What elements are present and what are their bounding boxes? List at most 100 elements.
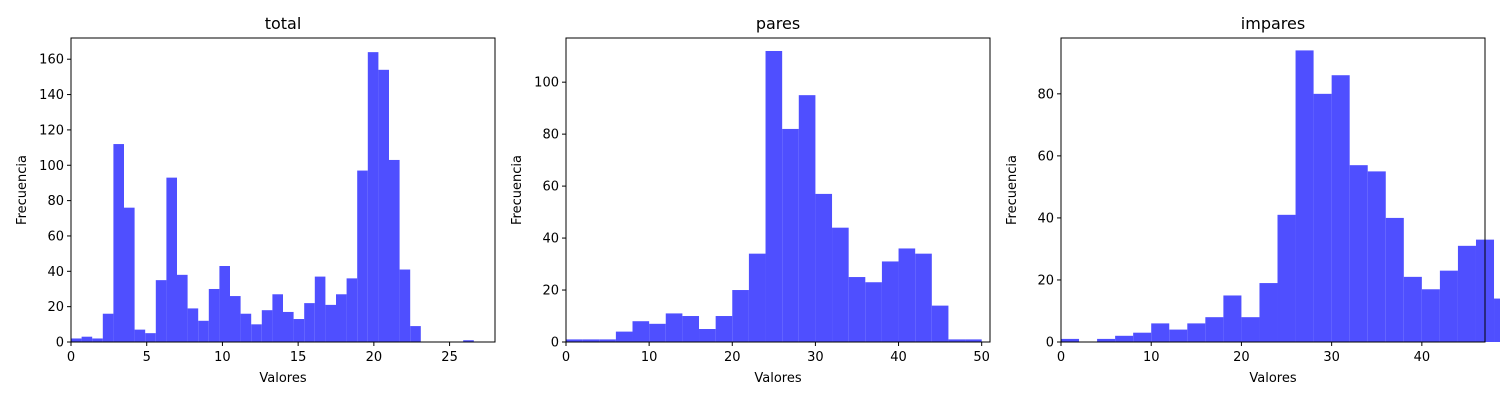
histogram-bar [367, 52, 379, 342]
histogram-bar [965, 339, 982, 342]
x-tick-label: 10 [641, 350, 658, 365]
histogram-bar [208, 288, 220, 342]
histogram-bar [177, 274, 188, 342]
histogram-bar [615, 331, 633, 342]
histogram-bar [240, 313, 252, 342]
histogram-bar [102, 313, 114, 342]
y-tick-label: 120 [39, 123, 64, 138]
histogram-bar [155, 280, 167, 342]
histogram-bar [1061, 338, 1080, 342]
x-tick-label: 25 [441, 350, 458, 365]
y-tick-label: 0 [1046, 336, 1054, 351]
y-tick-label: 140 [39, 88, 64, 103]
x-tick-label: 20 [366, 350, 383, 365]
x-tick-label: 30 [807, 350, 824, 365]
x-tick-label: 5 [143, 350, 151, 365]
histogram-bar [124, 207, 135, 342]
histogram-bar [632, 321, 650, 342]
histogram-bar [1097, 338, 1116, 342]
y-tick-label: 40 [1037, 211, 1054, 226]
histogram-bar [1439, 270, 1458, 342]
histogram-bar [1259, 283, 1278, 342]
chart-panel-impares: 0 10 20 30 40 0 20 40 60 80 impares Valores Frecuenc… [1005, 14, 1500, 386]
histogram-bar [325, 304, 336, 342]
x-tick-label: 10 [1143, 350, 1160, 365]
chart-title: pares [756, 14, 800, 33]
histogram-bar [665, 313, 683, 342]
x-tick-label: 0 [1057, 350, 1065, 365]
histogram-bar [314, 276, 326, 342]
histogram-bar [92, 338, 103, 342]
histogram-bar [798, 95, 816, 342]
histogram-bar [1331, 75, 1350, 342]
histogram-bar [782, 128, 799, 342]
y-tick-label: 60 [542, 180, 559, 195]
histogram-bar [848, 277, 866, 342]
histogram-bar [378, 69, 389, 342]
x-tick-label: 15 [290, 350, 307, 365]
x-axis-label: Valores [754, 371, 801, 386]
histogram-bar [765, 50, 783, 343]
histogram-bar [219, 266, 230, 342]
histogram-bar [1494, 298, 1500, 342]
histogram-bar [71, 338, 82, 342]
histogram-bar [1133, 332, 1152, 342]
y-axis-label: Frecuencia [15, 155, 30, 225]
histogram-bar [1403, 276, 1422, 342]
x-tick-label: 30 [1323, 350, 1340, 365]
histogram-bar [1115, 335, 1134, 342]
histogram-bar [948, 339, 966, 342]
histogram-bar [832, 227, 849, 342]
x-tick-label: 0 [562, 350, 570, 365]
histogram-bar [1421, 289, 1440, 342]
histogram-bar [346, 278, 358, 342]
histogram-bar [566, 339, 583, 342]
y-tick-label: 20 [1037, 273, 1054, 288]
x-tick-label: 40 [890, 350, 907, 365]
histogram-bar [304, 303, 315, 342]
histogram-bar [1277, 214, 1296, 342]
y-tick-label: 80 [47, 194, 64, 209]
y-tick-label: 0 [551, 336, 559, 351]
histogram-bar [463, 340, 474, 342]
histogram-bar [283, 311, 294, 342]
y-tick-label: 100 [39, 159, 64, 174]
histogram-bar [251, 324, 262, 342]
histogram-bar [898, 248, 916, 342]
histogram-bar [865, 282, 882, 342]
histogram-bar [1295, 50, 1314, 342]
axes-frame [70, 37, 496, 343]
histogram-bar [1241, 317, 1260, 342]
x-tick-label: 0 [67, 350, 75, 365]
y-axis-label: Frecuencia [510, 155, 525, 225]
histogram-bar [748, 253, 766, 342]
histogram-bar [582, 339, 600, 342]
histogram-bar [272, 294, 283, 342]
histogram-bar [682, 316, 700, 342]
y-tick-label: 20 [47, 300, 64, 315]
x-axis-label: Valores [259, 371, 306, 386]
y-tick-label: 20 [542, 284, 559, 299]
chart-title: impares [1241, 14, 1305, 33]
histogram-bar [1385, 217, 1404, 342]
chart-title: total [265, 14, 302, 33]
y-tick-label: 80 [1037, 87, 1054, 102]
histogram-bar [599, 339, 616, 342]
y-tick-label: 160 [39, 53, 64, 68]
histogram-bar [815, 193, 833, 342]
histogram-bar [187, 308, 199, 342]
x-tick-label: 20 [1233, 350, 1250, 365]
histogram-bar [1223, 295, 1242, 342]
x-tick-label: 10 [214, 350, 231, 365]
histogram-bar [1187, 323, 1206, 342]
histogram-bar [1367, 171, 1386, 342]
x-tick-label: 20 [724, 350, 741, 365]
histogram-bar [1349, 165, 1368, 342]
y-tick-label: 40 [542, 232, 559, 247]
histogram-bar [145, 333, 156, 342]
histogram-bar [230, 296, 241, 342]
y-tick-label: 60 [1037, 149, 1054, 164]
histogram-bar [649, 323, 666, 342]
y-tick-label: 80 [542, 128, 559, 143]
